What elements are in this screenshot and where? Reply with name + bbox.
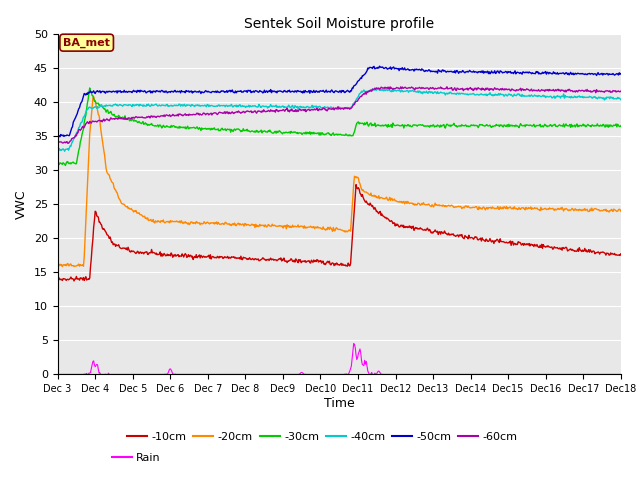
X-axis label: Time: Time	[324, 397, 355, 410]
Legend: Rain: Rain	[108, 448, 165, 467]
Y-axis label: VWC: VWC	[15, 189, 28, 219]
Text: BA_met: BA_met	[63, 37, 110, 48]
Title: Sentek Soil Moisture profile: Sentek Soil Moisture profile	[244, 17, 435, 31]
